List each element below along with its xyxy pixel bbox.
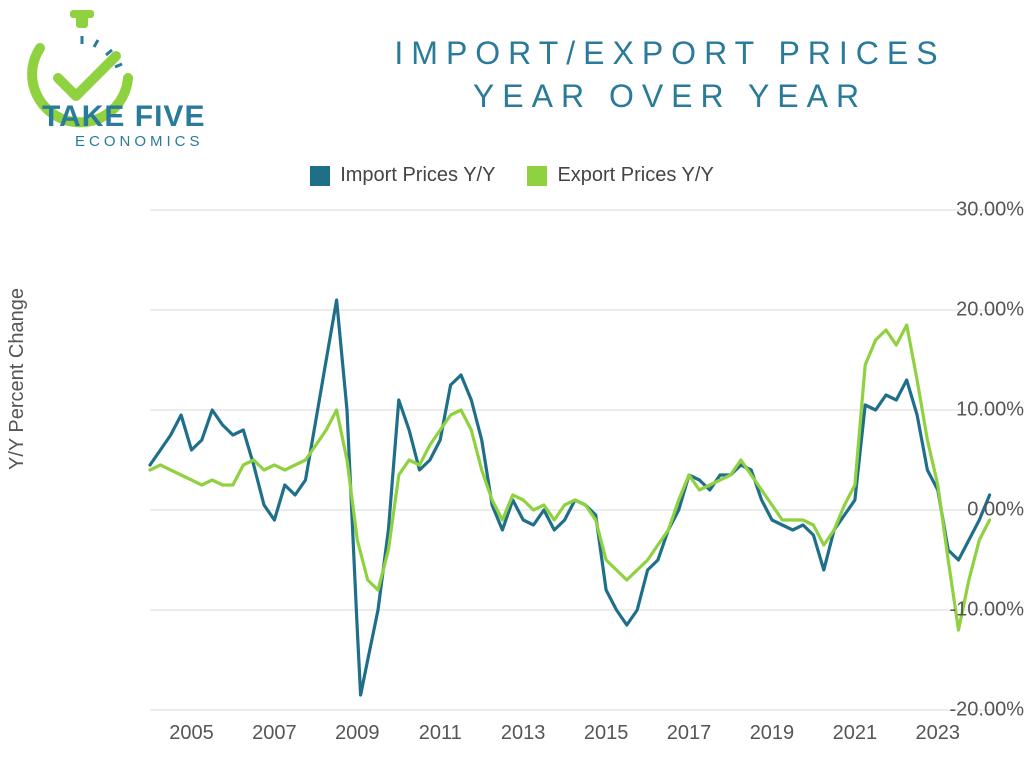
y-tick-label: -10.00% [892,599,1024,622]
y-tick-label: -20.00% [892,699,1024,722]
x-tick-label: 2021 [833,722,878,745]
y-tick-label: 30.00% [892,199,1024,222]
x-tick-label: 2023 [916,722,961,745]
x-tick-label: 2005 [169,722,214,745]
y-tick-label: 0.00% [892,499,1024,522]
x-tick-label: 2019 [750,722,795,745]
x-tick-label: 2017 [667,722,712,745]
series-line [150,325,990,630]
x-tick-label: 2007 [252,722,297,745]
line-chart [0,0,1024,768]
series-line [150,300,990,695]
x-tick-label: 2013 [501,722,546,745]
x-tick-label: 2009 [335,722,380,745]
y-tick-label: 10.00% [892,399,1024,422]
y-tick-label: 20.00% [892,299,1024,322]
x-tick-label: 2011 [419,722,462,745]
x-tick-label: 2015 [584,722,629,745]
